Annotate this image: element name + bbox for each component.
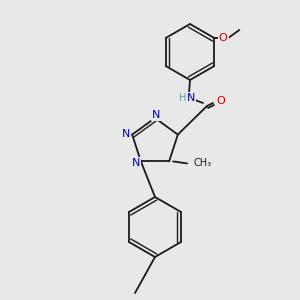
Text: N: N [152,110,160,120]
Text: O: O [219,32,227,42]
Text: N: N [132,158,140,168]
Text: N: N [122,129,130,139]
Text: H: H [179,93,187,103]
Text: O: O [219,33,228,43]
Text: CH₃: CH₃ [193,158,211,168]
Text: O: O [217,96,225,106]
Text: N: N [187,93,195,103]
